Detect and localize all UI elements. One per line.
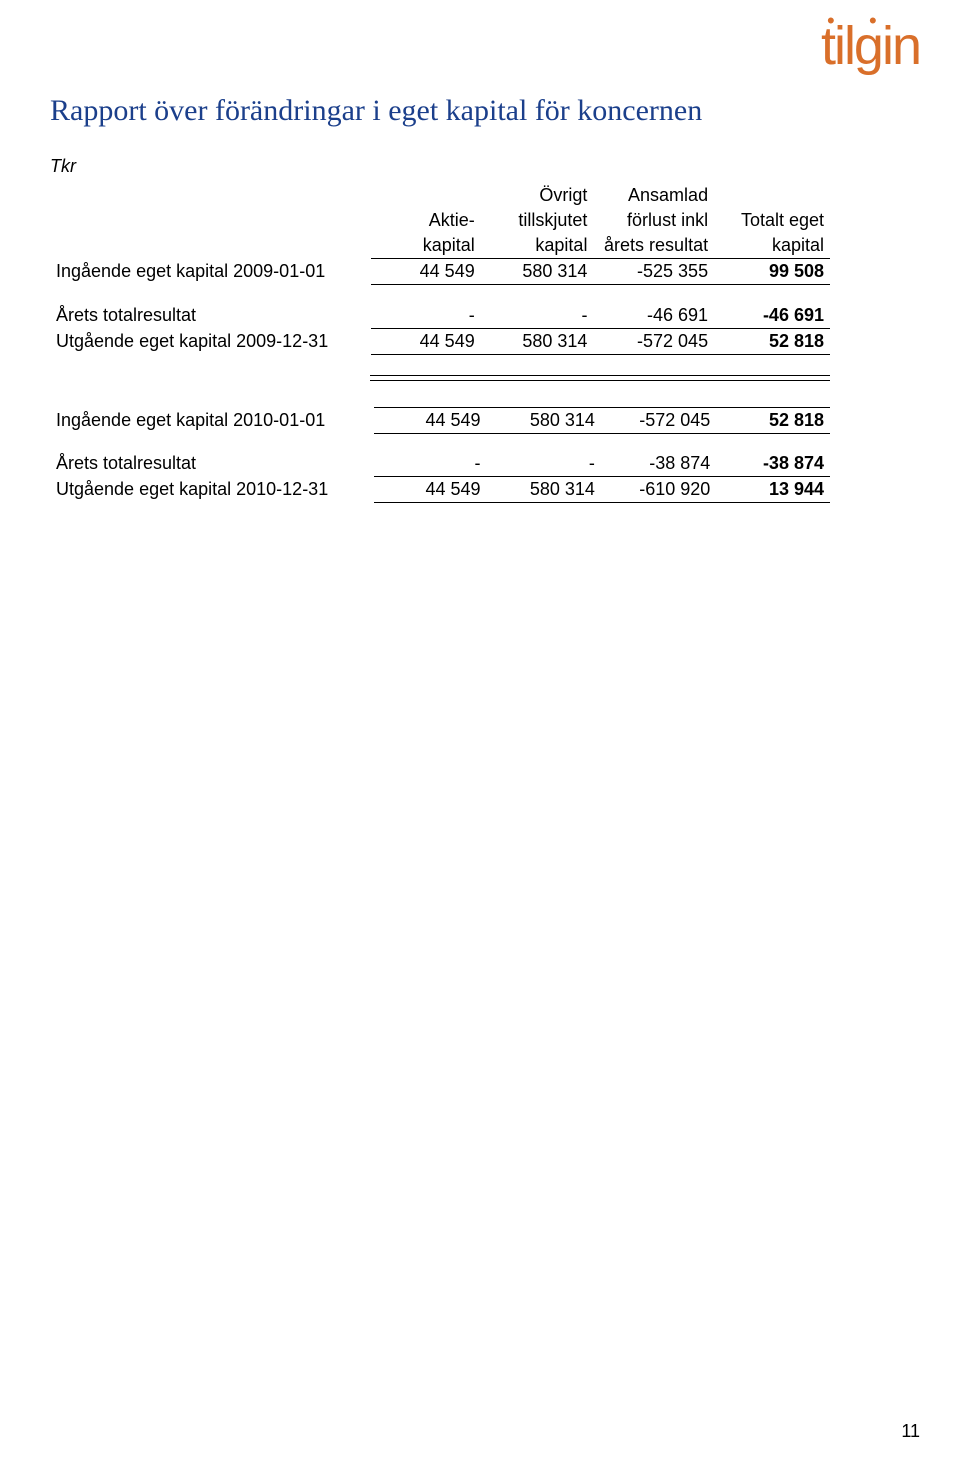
r2-c2: - [481,303,594,329]
r5-label: Årets totalresultat [50,451,374,477]
r6-c3: -610 920 [601,477,716,503]
r4-c2: 580 314 [487,407,601,433]
header-row-1: Övrigt Ansamlad [50,183,830,208]
r2-c1: - [371,303,481,329]
r3-c1: 44 549 [371,328,481,354]
r1-c3: -525 355 [593,259,714,285]
r4-c1: 44 549 [374,407,487,433]
page: • • tilgin Rapport över förändringar i e… [0,0,960,1466]
col3-head-b: förlust inkl [593,208,714,233]
brand-logo: • • tilgin [821,18,920,73]
row-closing-2010: Utgående eget kapital 2010-12-31 44 549 … [50,477,830,503]
r6-c4: 13 944 [716,477,830,503]
r1-c2: 580 314 [481,259,594,285]
r3-c2: 580 314 [481,328,594,354]
col4-head-b: kapital [714,233,830,259]
row-total-2009: Årets totalresultat - - -46 691 -46 691 [50,303,830,329]
r1-c4: 99 508 [714,259,830,285]
r6-label: Utgående eget kapital 2010-12-31 [50,477,374,503]
r4-c4: 52 818 [716,407,830,433]
r4-c3: -572 045 [601,407,716,433]
col4-head-a: Totalt eget [714,208,830,233]
divider-line-icon [370,380,830,381]
r6-c2: 580 314 [487,477,601,503]
col3-head-c: årets resultat [593,233,714,259]
r5-c3: -38 874 [601,451,716,477]
unit-label: Tkr [50,156,910,177]
r6-c1: 44 549 [374,477,487,503]
page-title: Rapport över förändringar i eget kapital… [50,94,910,128]
equity-table: Övrigt Ansamlad Aktie- tillskjutet förlu… [50,183,830,355]
r3-c4: 52 818 [714,328,830,354]
col1-head-b: kapital [371,233,481,259]
r3-c3: -572 045 [593,328,714,354]
row-closing-2009: Utgående eget kapital 2009-12-31 44 549 … [50,328,830,354]
r5-c4: -38 874 [716,451,830,477]
r3-label: Utgående eget kapital 2009-12-31 [50,328,371,354]
divider-block [50,375,910,381]
r2-c3: -46 691 [593,303,714,329]
col2-head-c: kapital [481,233,594,259]
r5-c2: - [487,451,601,477]
r2-c4: -46 691 [714,303,830,329]
brand-name: tilgin [821,16,920,76]
r5-c1: - [374,451,487,477]
r2-label: Årets totalresultat [50,303,371,329]
r1-label: Ingående eget kapital 2009-01-01 [50,259,371,285]
row-opening-2009: Ingående eget kapital 2009-01-01 44 549 … [50,259,830,285]
equity-table-2: Ingående eget kapital 2010-01-01 44 549 … [50,407,830,504]
header-row-2: Aktie- tillskjutet förlust inkl Totalt e… [50,208,830,233]
col1-head-a: Aktie- [371,208,481,233]
row-total-2010: Årets totalresultat - - -38 874 -38 874 [50,451,830,477]
page-number: 11 [901,1421,920,1442]
col2-head-b: tillskjutet [481,208,594,233]
r4-label: Ingående eget kapital 2010-01-01 [50,407,374,433]
header-row-3: kapital kapital årets resultat kapital [50,233,830,259]
col3-head-a: Ansamlad [593,183,714,208]
col2-head-a: Övrigt [481,183,594,208]
r1-c1: 44 549 [371,259,481,285]
row-opening-2010: Ingående eget kapital 2010-01-01 44 549 … [50,407,830,433]
